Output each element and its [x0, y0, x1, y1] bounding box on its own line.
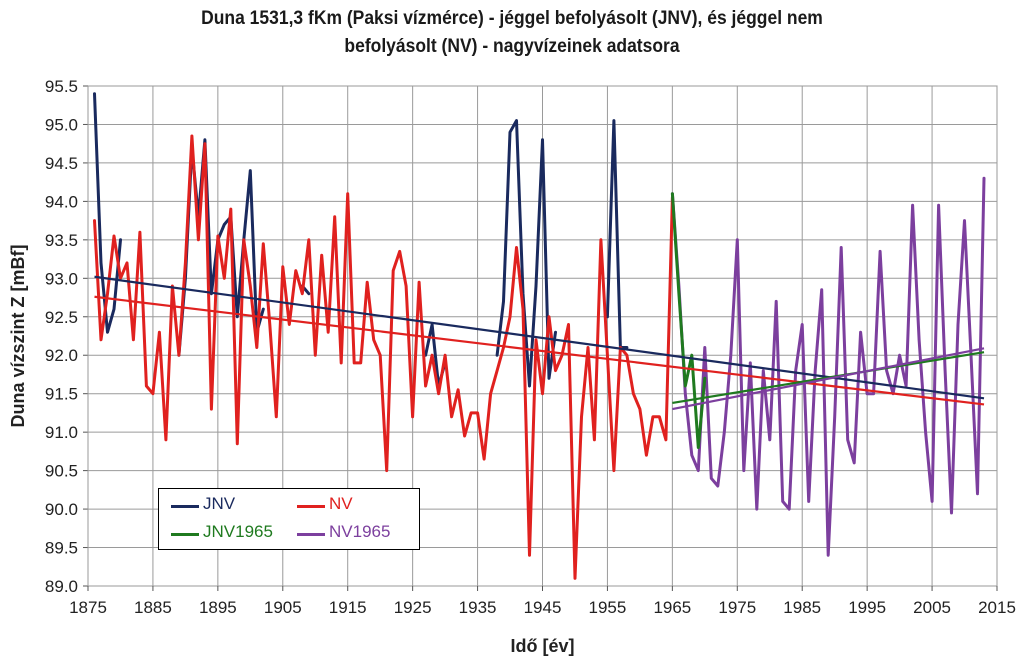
x-tick-label: 1915	[329, 598, 367, 617]
x-tick-label: 1925	[394, 598, 432, 617]
x-tick-label: 1975	[718, 598, 756, 617]
legend-label-jnv1965: JNV1965	[203, 522, 273, 541]
trendline-nv1965	[672, 347, 985, 411]
legend-label-jnv: JNV	[203, 494, 236, 513]
y-tick-label: 91.0	[45, 423, 78, 442]
x-tick-label: 1885	[134, 598, 172, 617]
x-tick-label: 1985	[783, 598, 821, 617]
chart-title-line-2: befolyásolt (NV) - nagyvízeinek adatsora	[344, 36, 680, 57]
legend: JNV NV JNV1965 NV1965	[158, 488, 420, 550]
y-tick-label: 93.0	[45, 269, 78, 288]
series-line-nv	[93, 134, 674, 580]
x-tick-label: 1995	[848, 598, 886, 617]
x-tick-label: 1955	[589, 598, 627, 617]
series-line-jnv1965	[670, 192, 707, 449]
y-tick-label: 94.5	[45, 154, 78, 173]
x-tick-label: 1935	[459, 598, 497, 617]
legend-label-nv1965: NV1965	[329, 522, 391, 541]
y-axis-label: Duna vízszint Z [mBf]	[8, 245, 28, 428]
y-tick-label: 93.5	[45, 231, 78, 250]
trendline-jnv1965	[672, 351, 985, 405]
series-line-jnv	[93, 92, 629, 388]
y-tick-label: 91.5	[45, 385, 78, 404]
legend-label-nv: NV	[329, 494, 353, 513]
legend-swatch-jnv	[171, 505, 199, 508]
y-tick-label: 95.5	[45, 77, 78, 96]
x-axis-label: Idő [év]	[510, 636, 574, 656]
y-tick-label: 92.0	[45, 346, 78, 365]
trendline-nv	[94, 295, 985, 406]
x-tick-label: 1895	[199, 598, 237, 617]
y-tick-label: 92.5	[45, 308, 78, 327]
series-line-nv1965	[670, 176, 986, 557]
y-tick-label: 95.0	[45, 115, 78, 134]
y-tick-label: 89.0	[45, 577, 78, 596]
x-tick-label: 1905	[264, 598, 302, 617]
legend-swatch-nv1965	[297, 533, 325, 536]
x-tick-label: 1945	[524, 598, 562, 617]
x-tick-label: 2005	[913, 598, 951, 617]
x-tick-label: 1965	[653, 598, 691, 617]
y-tick-label: 89.5	[45, 539, 78, 558]
y-tick-label: 94.0	[45, 192, 78, 211]
chart-title-line-1: Duna 1531,3 fKm (Paksi vízmérce) - jégge…	[201, 8, 823, 29]
y-tick-label: 90.0	[45, 500, 78, 519]
x-tick-label: 1875	[69, 598, 107, 617]
x-tick-label: 2015	[978, 598, 1016, 617]
y-tick-label: 90.5	[45, 462, 78, 481]
legend-swatch-jnv1965	[171, 533, 199, 536]
legend-swatch-nv	[297, 505, 325, 508]
